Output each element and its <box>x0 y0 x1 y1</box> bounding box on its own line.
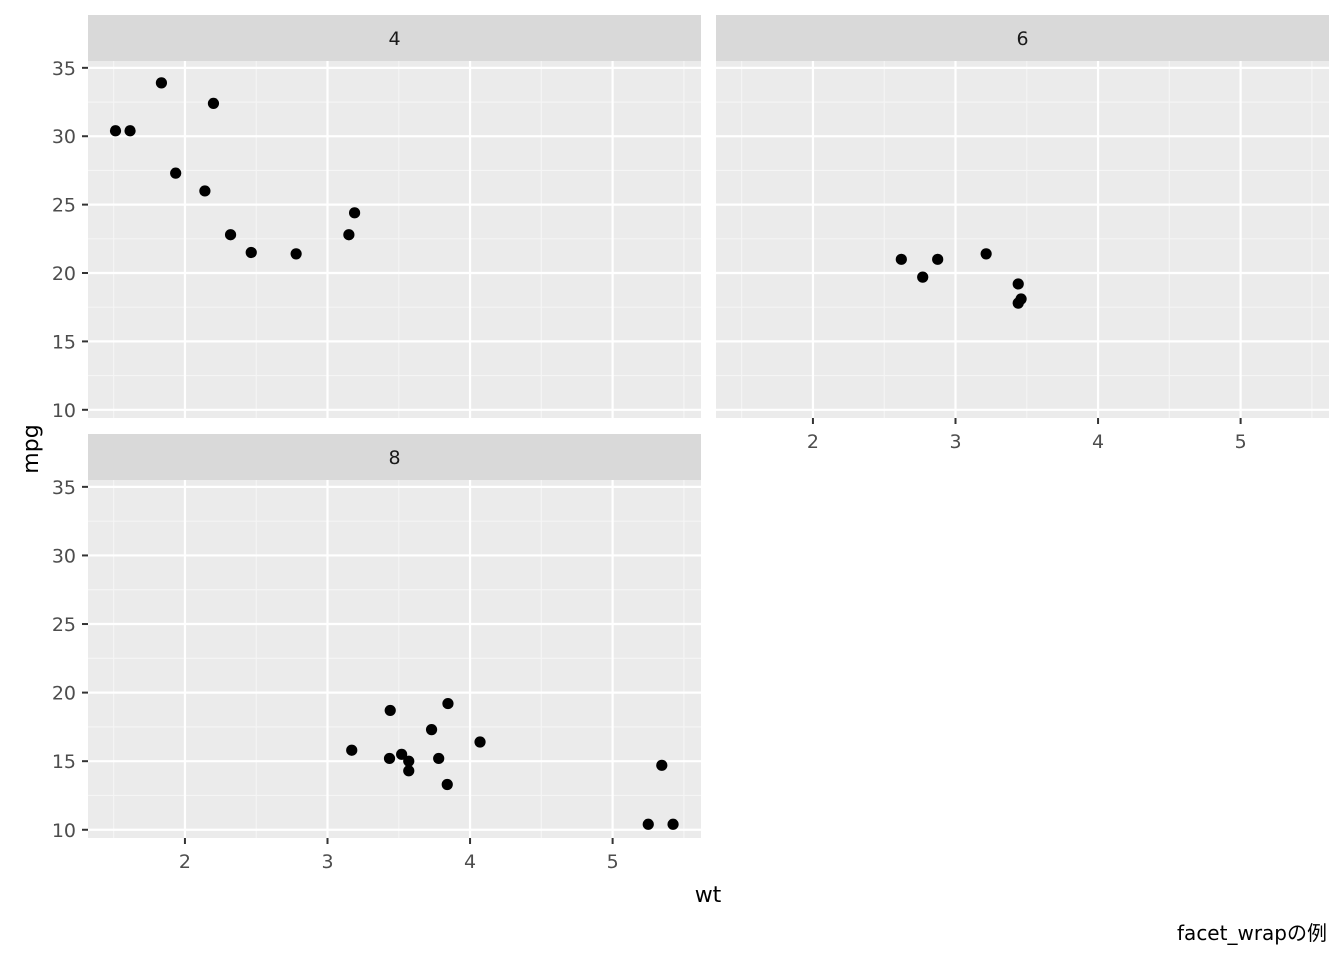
facet-strip <box>88 15 701 61</box>
data-point <box>224 229 237 241</box>
data-point <box>348 207 361 219</box>
facet-strip <box>716 15 1329 61</box>
data-point <box>667 818 679 830</box>
data-point <box>917 271 929 283</box>
data-point <box>109 125 122 137</box>
facet-strip-label: 8 <box>388 447 400 469</box>
facet-panels: 4 10 15 20 25 30 35 6 2 3 4 5 8 10 15 20 25 30 35 2 3 4 5 <box>52 15 1329 873</box>
y-tick-label: 10 <box>52 820 76 842</box>
data-point <box>207 97 220 110</box>
data-point <box>396 748 408 760</box>
facet-panel-4: 4 10 15 20 25 30 35 <box>52 15 701 422</box>
data-point <box>441 778 453 791</box>
x-tick-label: 5 <box>1235 431 1247 453</box>
data-point <box>474 736 486 748</box>
data-point <box>433 752 445 765</box>
facet-strip-label: 4 <box>388 28 400 50</box>
data-point <box>932 253 944 265</box>
y-tick-label: 35 <box>52 477 76 499</box>
facet-strip-label: 6 <box>1016 28 1028 50</box>
data-point <box>442 697 454 710</box>
data-point <box>1012 278 1024 290</box>
facet-panel-6: 6 2 3 4 5 <box>716 15 1329 453</box>
data-point <box>1015 293 1027 305</box>
y-tick-label: 30 <box>52 545 76 567</box>
x-tick-label: 5 <box>607 851 619 873</box>
data-point <box>124 125 136 137</box>
y-tick-label: 20 <box>52 263 76 285</box>
data-point <box>642 818 654 830</box>
y-tick-label: 20 <box>52 683 76 705</box>
data-point <box>346 744 358 756</box>
y-axis-title: mpg <box>19 424 44 473</box>
data-point <box>343 229 355 241</box>
data-point <box>155 77 168 89</box>
panel-background <box>88 61 701 418</box>
chart-caption: facet_wrapの例 <box>1177 921 1327 945</box>
panel-background <box>88 480 701 838</box>
data-point <box>170 167 182 179</box>
y-tick-label: 15 <box>52 331 76 353</box>
x-tick-label: 4 <box>464 851 476 873</box>
facet-strip <box>88 434 701 480</box>
panel-background <box>716 61 1329 418</box>
data-point <box>384 704 396 717</box>
x-tick-label: 3 <box>949 431 961 453</box>
data-point <box>383 752 396 765</box>
data-point <box>403 765 415 777</box>
x-tick-label: 2 <box>179 851 191 873</box>
data-point <box>980 248 992 260</box>
data-point <box>199 185 211 197</box>
data-point <box>895 253 907 265</box>
data-point <box>656 759 668 771</box>
facet-panel-8: 8 10 15 20 25 30 35 2 3 4 5 <box>52 434 701 873</box>
y-tick-label: 35 <box>52 58 76 80</box>
data-point <box>245 246 257 259</box>
x-tick-label: 3 <box>321 851 333 873</box>
y-tick-label: 30 <box>52 126 76 148</box>
x-tick-label: 2 <box>807 431 819 453</box>
y-tick-label: 10 <box>52 400 76 422</box>
data-point <box>290 248 302 260</box>
data-point <box>403 755 415 767</box>
x-axis-title: wt <box>695 883 722 908</box>
y-tick-label: 25 <box>52 614 76 636</box>
y-tick-label: 15 <box>52 751 76 773</box>
y-tick-label: 25 <box>52 195 76 217</box>
data-point <box>425 724 438 736</box>
x-tick-label: 4 <box>1092 431 1104 453</box>
